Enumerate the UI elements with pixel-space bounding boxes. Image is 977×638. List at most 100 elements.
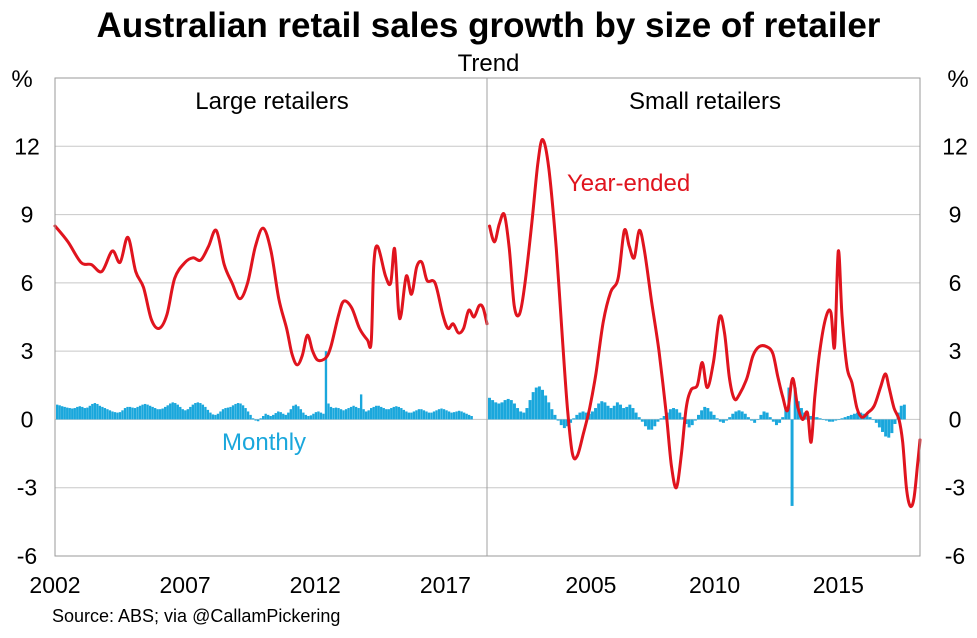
monthly-bar [91,403,94,420]
monthly-bar [106,409,109,420]
monthly-bar [196,402,200,420]
monthly-bar [868,417,872,420]
monthly-bar [718,419,722,422]
monthly-bar [121,410,124,420]
monthly-bar [700,410,704,420]
monthly-bar [261,416,265,420]
monthly-bar [728,417,732,420]
monthly-bar [359,394,363,420]
y-tick-label-left: 3 [21,338,34,364]
y-tick-label-right: -6 [945,543,965,569]
monthly-bar [337,408,340,420]
monthly-bar [234,403,237,420]
monthly-bar [856,412,860,420]
y-tick-label-right: 0 [949,406,962,432]
monthly-bar [151,406,154,420]
y-axis-unit-left: % [11,66,32,93]
monthly-bar [76,406,79,420]
monthly-bars [56,351,906,506]
monthly-bar [259,418,262,420]
monthly-bar [284,414,287,420]
monthly-bar [668,409,672,420]
monthly-bar [400,408,403,420]
monthly-bar [834,419,838,421]
monthly-bar [422,410,426,420]
monthly-bar [559,419,563,426]
chart-title: Australian retail sales growth by size o… [96,6,881,45]
year-ended-line-small [488,137,922,509]
monthly-bar [317,411,320,420]
monthly-bar [96,403,99,420]
monthly-bar [410,412,413,420]
monthly-bar [221,409,225,420]
monthly-bar [488,397,491,420]
monthly-bar [544,395,548,420]
monthly-bar [840,418,844,420]
monthly-bar [706,408,710,420]
monthly-bar [503,400,507,420]
monthly-bar [509,400,513,420]
monthly-bar [216,413,220,420]
monthly-bar [753,419,757,423]
monthly-bar [619,404,622,420]
monthly-bar [387,409,390,420]
y-tick-label-right: 9 [949,202,962,228]
monthly-bar [771,419,775,422]
monthly-bar [550,409,554,420]
monthly-bar [312,413,315,420]
monthly-bar [569,419,573,423]
monthly-bar [628,404,632,420]
monthly-bar [606,405,610,420]
monthly-bar [874,419,878,423]
monthly-bar [650,419,654,430]
y-axis-unit-right: % [947,66,968,93]
monthly-bar [83,408,86,420]
monthly-bar [189,406,192,420]
monthly-bar [709,411,713,420]
y-tick-label-left: 6 [21,270,34,296]
monthly-bar [462,412,466,420]
monthly-bar [269,416,272,420]
monthly-bar [821,419,825,421]
monthly-bar [687,419,691,428]
monthly-bar [377,405,380,420]
monthly-bar [715,418,719,420]
monthly-bar [537,386,541,420]
monthly-bar [362,409,365,420]
monthly-bar [339,409,343,420]
monthly-bar [241,405,245,420]
monthly-bar [334,407,338,420]
monthly-bar [375,405,378,420]
monthly-bar [721,419,725,423]
monthly-bar [224,408,227,420]
monthly-bar [58,405,61,420]
monthly-bar [395,406,398,420]
monthly-bar [647,419,651,430]
monthly-bar [640,419,644,422]
monthly-bar [229,406,232,420]
monthly-bar [186,409,189,420]
monthly-bar [672,408,676,420]
monthly-bar [581,411,585,420]
monthly-bar [547,402,551,420]
monthly-bar [231,405,235,420]
monthly-bar [319,412,323,420]
monthly-bar [824,419,828,421]
monthly-bar [194,403,197,420]
monthly-bar [309,415,313,420]
monthly-bar [435,410,438,420]
monthly-bar [734,411,738,420]
monthly-bar [455,411,458,420]
monthly-bar [176,404,179,420]
monthly-bar [169,403,172,420]
monthly-bar [156,409,159,420]
monthly-bar [372,406,375,420]
monthly-bar [528,400,532,420]
monthly-bar [191,404,195,420]
monthly-bar [572,418,576,420]
monthly-bar [653,419,657,427]
monthly-bar [299,409,303,420]
monthly-bar [612,405,616,420]
chart-subtitle: Trend [457,50,520,77]
